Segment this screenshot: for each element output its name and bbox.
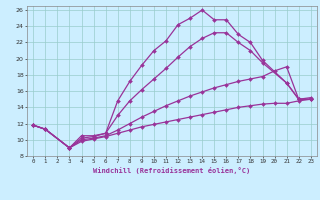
- X-axis label: Windchill (Refroidissement éolien,°C): Windchill (Refroidissement éolien,°C): [93, 167, 251, 174]
